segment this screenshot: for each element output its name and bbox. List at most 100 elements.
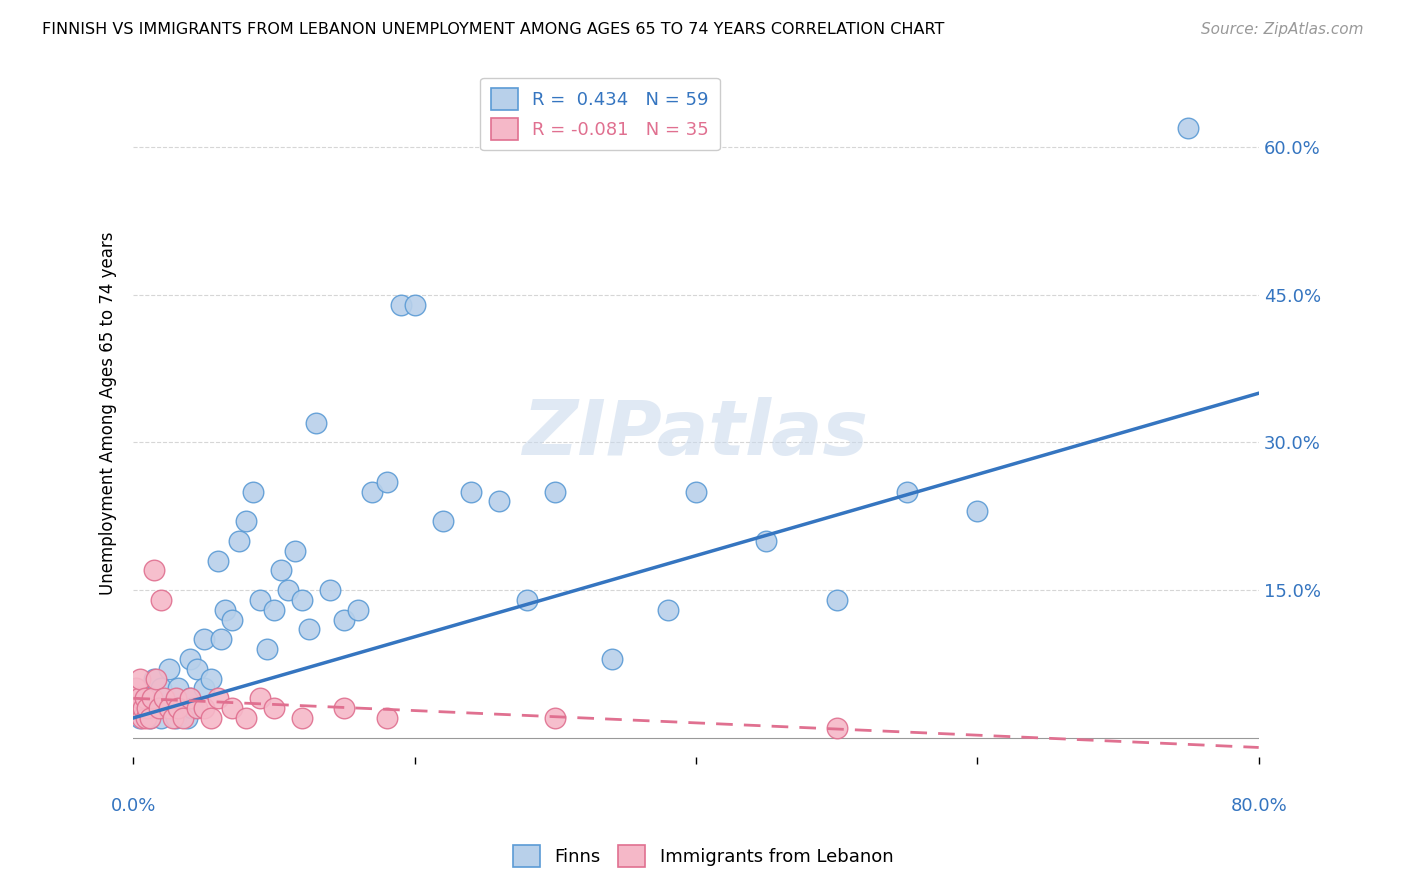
Point [200, 672, 222, 686]
Point [150, 711, 173, 725]
Point [172, 711, 194, 725]
Point [1177, 120, 1199, 135]
Y-axis label: Unemployment Among Ages 65 to 74 years: Unemployment Among Ages 65 to 74 years [100, 231, 117, 595]
Text: Source: ZipAtlas.com: Source: ZipAtlas.com [1201, 22, 1364, 37]
Point [150, 593, 173, 607]
Point [347, 603, 370, 617]
Point [249, 691, 271, 706]
Point [966, 504, 988, 518]
Point [333, 701, 356, 715]
Point [193, 701, 215, 715]
Point [157, 662, 180, 676]
Point [134, 691, 156, 706]
Point [375, 711, 398, 725]
Point [404, 298, 426, 312]
Point [200, 711, 222, 725]
Text: ZIPatlas: ZIPatlas [523, 397, 869, 471]
Point [193, 632, 215, 647]
Point [291, 593, 314, 607]
Point [825, 721, 848, 735]
Point [141, 691, 163, 706]
Point [129, 672, 152, 686]
Point [179, 691, 201, 706]
Point [186, 662, 208, 676]
Point [127, 701, 149, 715]
Point [214, 603, 236, 617]
Point [179, 691, 201, 706]
Point [263, 603, 285, 617]
Point [132, 701, 155, 715]
Point [131, 711, 153, 725]
Point [129, 711, 152, 725]
Point [148, 701, 170, 715]
Point [516, 593, 538, 607]
Point [235, 711, 257, 725]
Point [235, 514, 257, 528]
Point [825, 593, 848, 607]
Text: FINNISH VS IMMIGRANTS FROM LEBANON UNEMPLOYMENT AMONG AGES 65 TO 74 YEARS CORREL: FINNISH VS IMMIGRANTS FROM LEBANON UNEMP… [42, 22, 945, 37]
Point [305, 416, 328, 430]
Point [136, 701, 159, 715]
Point [135, 711, 157, 725]
Point [209, 632, 232, 647]
Point [167, 681, 190, 696]
Point [284, 543, 307, 558]
Point [544, 484, 567, 499]
Point [375, 475, 398, 489]
Point [228, 533, 250, 548]
Point [685, 484, 707, 499]
Point [148, 701, 170, 715]
Point [221, 613, 243, 627]
Point [193, 681, 215, 696]
Point [277, 582, 299, 597]
Legend: R =  0.434   N = 59, R = -0.081   N = 35: R = 0.434 N = 59, R = -0.081 N = 35 [479, 78, 720, 151]
Point [143, 691, 166, 706]
Text: 80.0%: 80.0% [1230, 797, 1286, 814]
Point [389, 298, 412, 312]
Point [256, 642, 278, 657]
Point [157, 701, 180, 715]
Point [139, 711, 162, 725]
Point [544, 711, 567, 725]
Point [207, 553, 229, 567]
Point [291, 711, 314, 725]
Point [488, 494, 510, 508]
Point [145, 672, 167, 686]
Point [298, 623, 321, 637]
Point [153, 691, 176, 706]
Point [319, 582, 342, 597]
Point [657, 603, 679, 617]
Point [460, 484, 482, 499]
Point [249, 593, 271, 607]
Point [242, 484, 264, 499]
Point [157, 701, 180, 715]
Point [143, 672, 166, 686]
Point [270, 563, 292, 577]
Legend: Finns, Immigrants from Lebanon: Finns, Immigrants from Lebanon [505, 838, 901, 874]
Point [755, 533, 778, 548]
Point [333, 613, 356, 627]
Point [139, 711, 162, 725]
Point [143, 563, 166, 577]
Point [128, 691, 150, 706]
Point [176, 711, 198, 725]
Text: 0.0%: 0.0% [111, 797, 156, 814]
Point [179, 652, 201, 666]
Point [125, 681, 148, 696]
Point [221, 701, 243, 715]
Point [134, 691, 156, 706]
Point [432, 514, 454, 528]
Point [361, 484, 384, 499]
Point [165, 691, 187, 706]
Point [165, 691, 187, 706]
Point [165, 711, 187, 725]
Point [207, 691, 229, 706]
Point [896, 484, 918, 499]
Point [263, 701, 285, 715]
Point [136, 701, 159, 715]
Point [186, 701, 208, 715]
Point [181, 701, 204, 715]
Point [162, 711, 184, 725]
Point [150, 681, 173, 696]
Point [167, 701, 190, 715]
